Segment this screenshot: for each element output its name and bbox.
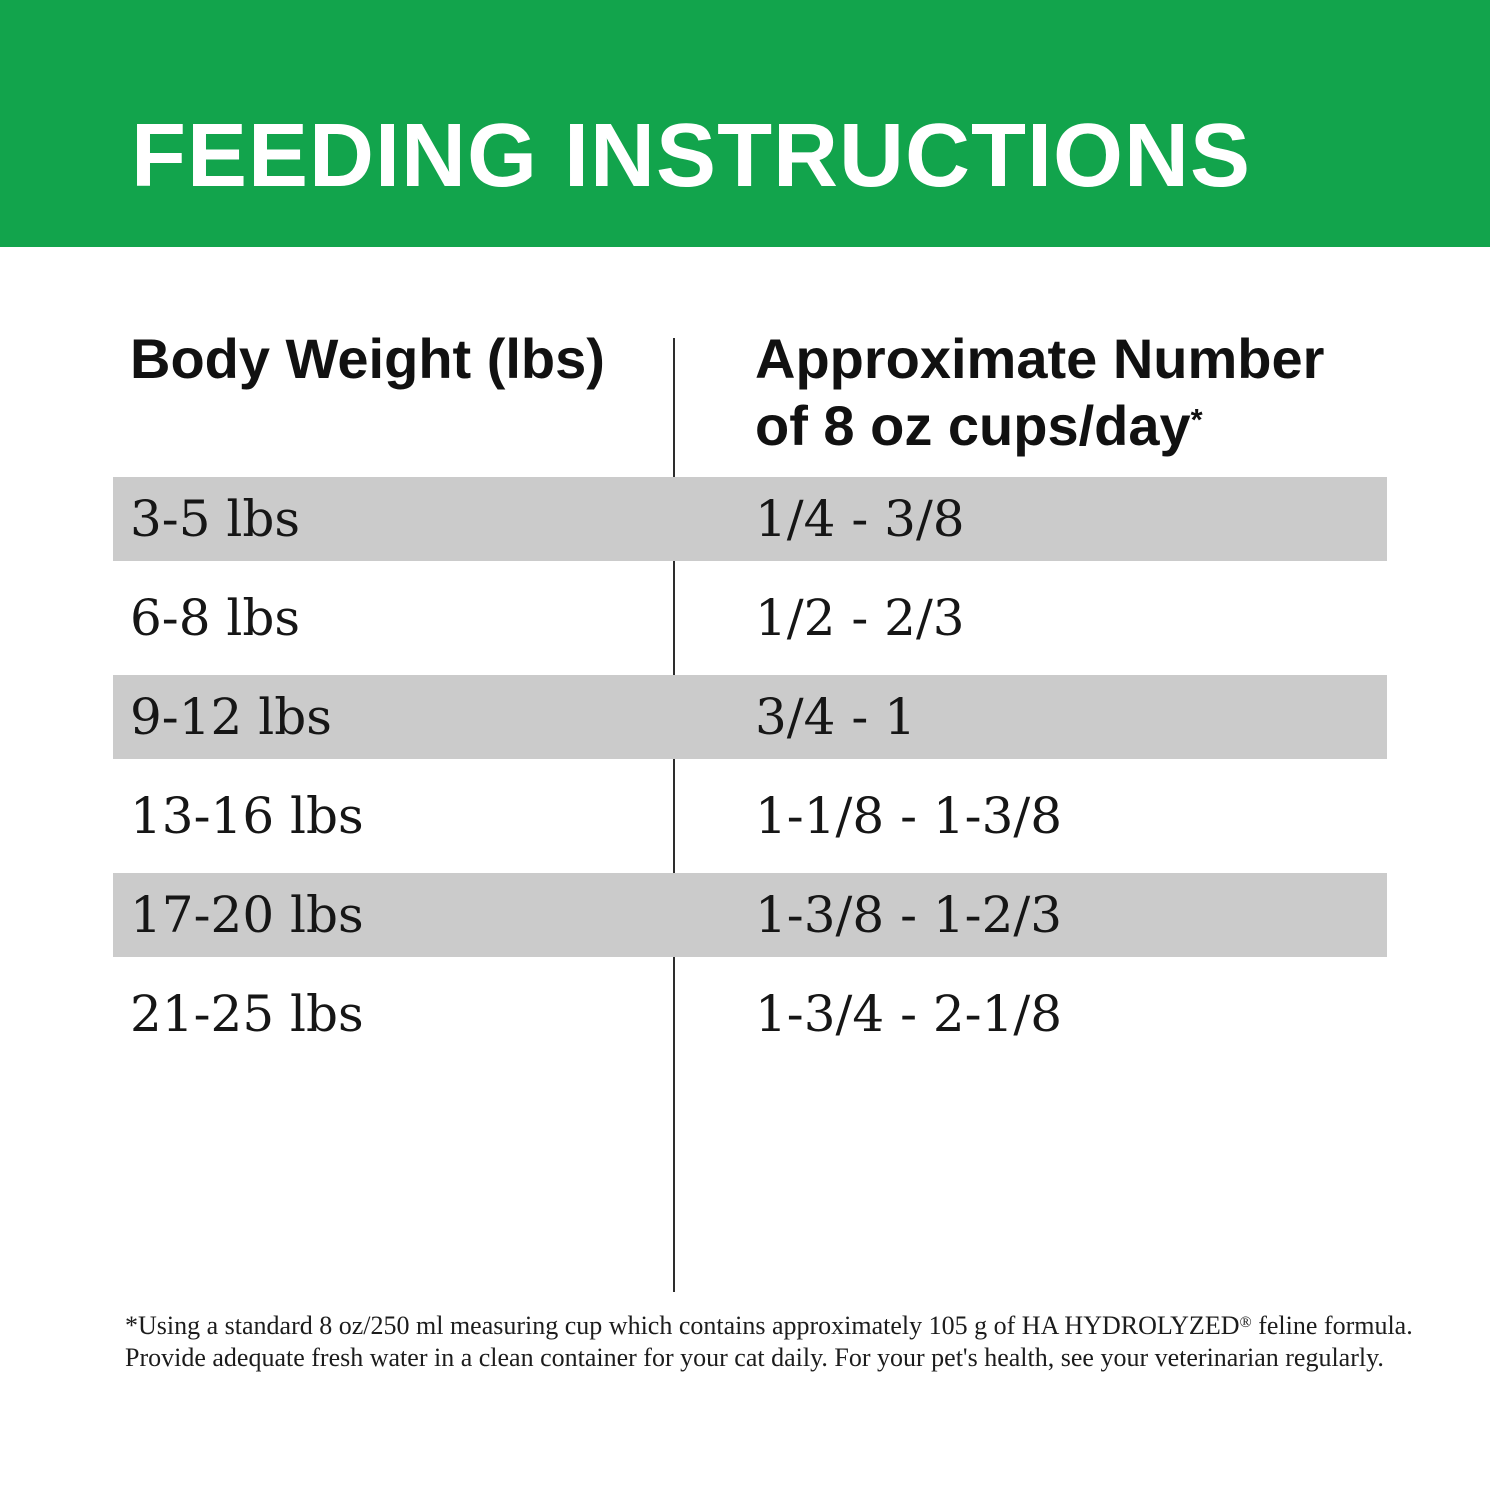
cups-per-day-cell: 3/4 - 1 bbox=[755, 688, 916, 746]
body-weight-cell: 21-25 lbs bbox=[130, 985, 364, 1043]
table-row: 6-8 lbs 1/2 - 2/3 bbox=[113, 576, 1387, 660]
cups-per-day-cell: 1/4 - 3/8 bbox=[755, 490, 965, 548]
cups-header-line1: Approximate Number bbox=[755, 327, 1325, 390]
registered-trademark-symbol: ® bbox=[1239, 1313, 1252, 1331]
table-row: 13-16 lbs 1-1/8 - 1-3/8 bbox=[113, 774, 1387, 858]
footnote-line2: Provide adequate fresh water in a clean … bbox=[125, 1343, 1384, 1372]
body-weight-cell: 9-12 lbs bbox=[130, 688, 332, 746]
column-header-cups-per-day: Approximate Number of 8 oz cups/day* bbox=[755, 325, 1324, 459]
column-header-body-weight: Body Weight (lbs) bbox=[130, 327, 605, 390]
header-banner: FEEDING INSTRUCTIONS bbox=[0, 0, 1490, 247]
table-row: 17-20 lbs 1-3/8 - 1-2/3 bbox=[113, 873, 1387, 957]
body-weight-cell: 6-8 lbs bbox=[130, 589, 301, 647]
feeding-table-body: 3-5 lbs 1/4 - 3/8 6-8 lbs 1/2 - 2/3 9-12… bbox=[113, 477, 1387, 1071]
footnote: *Using a standard 8 oz/250 ml measuring … bbox=[125, 1310, 1413, 1374]
cups-per-day-cell: 1-3/8 - 1-2/3 bbox=[755, 886, 1063, 944]
body-weight-cell: 17-20 lbs bbox=[130, 886, 364, 944]
column-divider bbox=[673, 338, 675, 1292]
body-weight-cell: 3-5 lbs bbox=[130, 490, 301, 548]
cups-per-day-cell: 1-1/8 - 1-3/8 bbox=[755, 787, 1063, 845]
table-row: 3-5 lbs 1/4 - 3/8 bbox=[113, 477, 1387, 561]
body-weight-cell: 13-16 lbs bbox=[130, 787, 364, 845]
page-title: FEEDING INSTRUCTIONS bbox=[131, 106, 1252, 206]
cups-header-line2: of 8 oz cups/day bbox=[755, 394, 1191, 457]
cups-per-day-cell: 1-3/4 - 2-1/8 bbox=[755, 985, 1063, 1043]
table-row: 9-12 lbs 3/4 - 1 bbox=[113, 675, 1387, 759]
footnote-marker-asterisk: * bbox=[1190, 401, 1203, 437]
footnote-line1: *Using a standard 8 oz/250 ml measuring … bbox=[125, 1310, 1413, 1342]
table-row: 21-25 lbs 1-3/4 - 2-1/8 bbox=[113, 972, 1387, 1056]
cups-per-day-cell: 1/2 - 2/3 bbox=[755, 589, 965, 647]
footnote-line1-end: feline formula. bbox=[1251, 1311, 1413, 1340]
footnote-line1-text: *Using a standard 8 oz/250 ml measuring … bbox=[125, 1311, 1240, 1340]
